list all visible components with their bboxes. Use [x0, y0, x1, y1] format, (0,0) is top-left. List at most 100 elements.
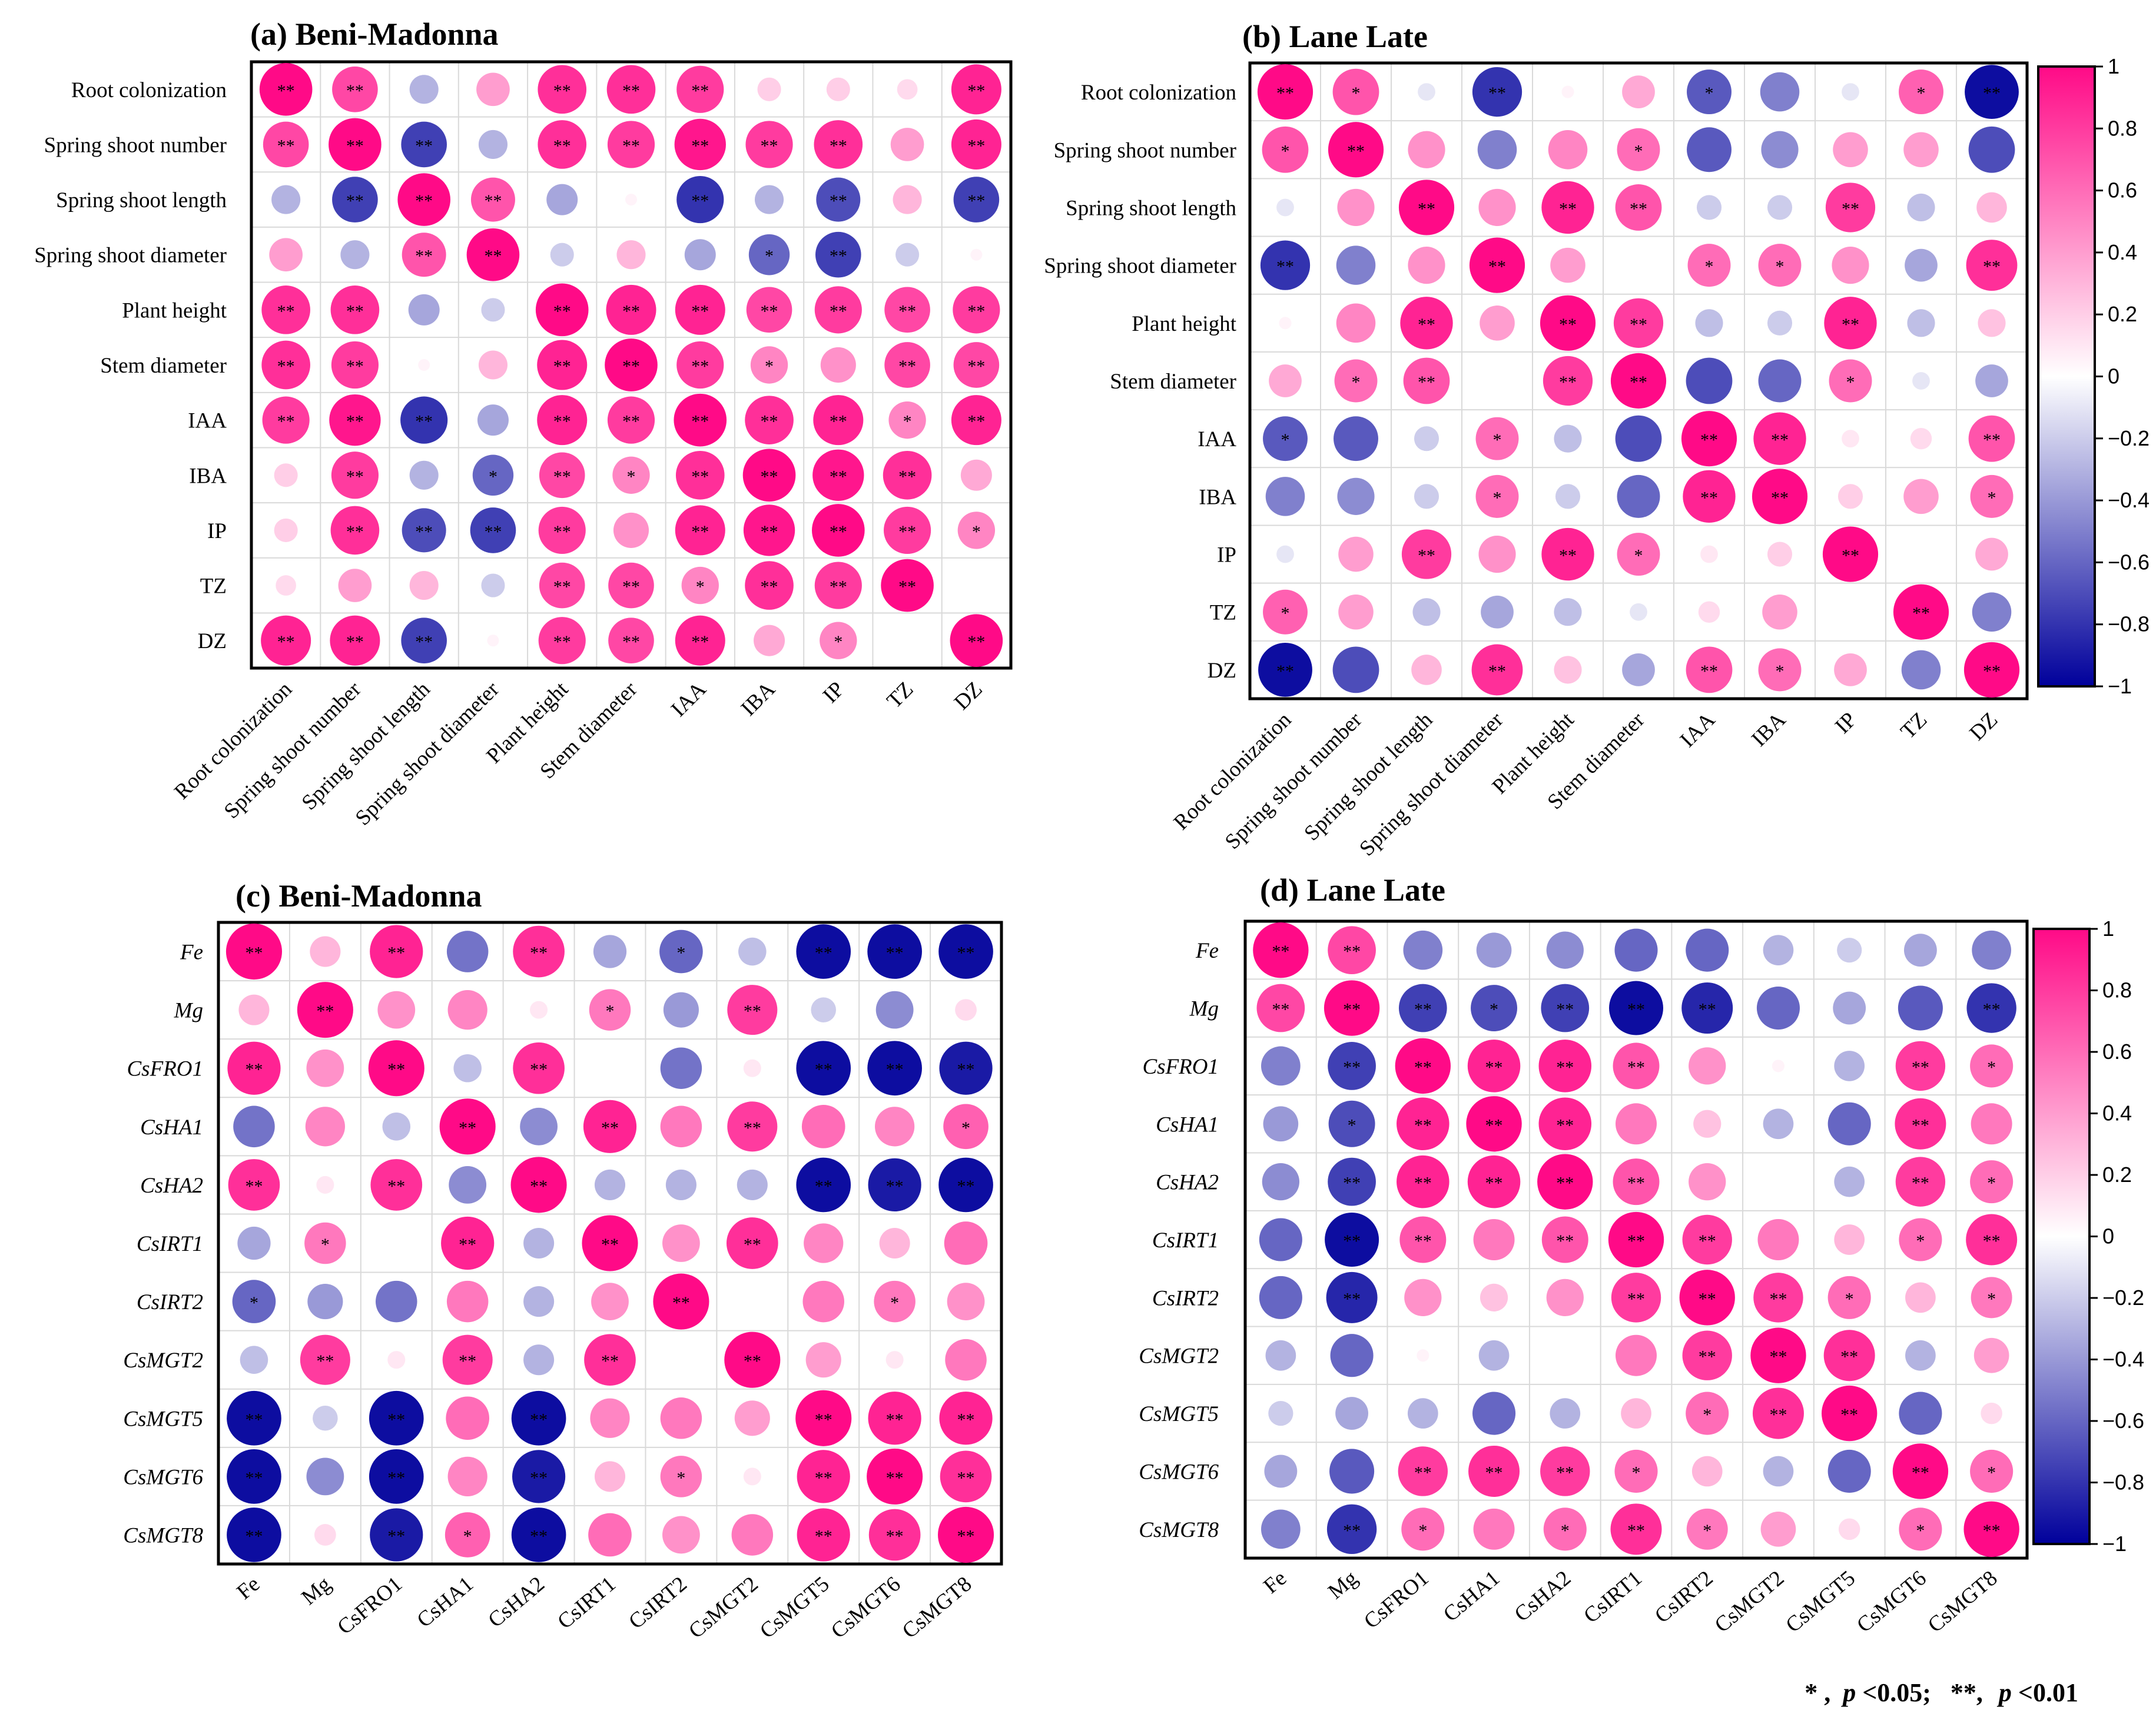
panel-a-significance-mark: ** — [553, 577, 571, 597]
panel-d-row-label: CsIRT2 — [1152, 1286, 1219, 1310]
panel-b-cell-tz-dz — [1972, 592, 2012, 632]
panel-c-significance-mark: ** — [530, 1177, 548, 1196]
panel-b-significance-mark: ** — [1912, 604, 1930, 623]
panel-d-significance-mark: * — [1845, 1289, 1854, 1309]
panel-c-significance-mark: ** — [601, 1235, 619, 1254]
panel-d-cell-csha1-csirt1 — [1616, 1103, 1657, 1145]
panel-c-cell-csha2-fe — [228, 1159, 280, 1211]
panel-c-significance-mark: ** — [530, 1410, 548, 1429]
panel-a-significance-mark: * — [903, 412, 912, 431]
panel-d-cell-csmgt6-csha2 — [1540, 1446, 1590, 1496]
panel-a-significance-mark: ** — [553, 81, 571, 101]
panel-a-cell-iaa-spring-shoot-number — [329, 394, 381, 446]
panel-d-cell-csmgt5-csfro1 — [1407, 1398, 1438, 1429]
panel-c-cell-mg-csha2 — [530, 1001, 548, 1019]
panel-a-cell-iba-iaa — [675, 450, 725, 500]
panel-a-cell-root-colonization-ip — [826, 77, 850, 101]
panel-a-cell-spring-shoot-length-tz — [893, 185, 922, 214]
panel-c-cell-csfro1-csmgt6 — [867, 1041, 922, 1096]
panel-c-significance-mark: ** — [601, 1118, 619, 1138]
panel-a-significance-mark: ** — [415, 412, 433, 431]
panel-b-cell-iba-iba — [1752, 469, 1808, 524]
panel-d-cell-csha1-csmgt8 — [1971, 1103, 2012, 1145]
panel-b-cell-ip-spring-shoot-number — [1338, 536, 1374, 572]
panel-d-cell-csmgt8-csfro1 — [1401, 1507, 1445, 1551]
panel-c-row-label: CsIRT1 — [137, 1232, 203, 1256]
panel-a-cell-ip-spring-shoot-length — [402, 508, 446, 553]
panel-c-cell-fe-csmgt2 — [738, 937, 767, 966]
panel-b-cell-tz-spring-shoot-number — [1338, 594, 1374, 630]
panel-a-cell-ip-spring-shoot-diameter — [470, 507, 516, 553]
panel-a-row-label: Plant height — [122, 298, 227, 323]
panel-a-cell-iaa-spring-shoot-length — [400, 396, 448, 444]
panel-b-cell-root-colonization-spring-shoot-number — [1332, 68, 1379, 115]
panel-a-significance-mark: ** — [277, 357, 295, 376]
panel-c-cell-mg-csmgt6 — [875, 991, 914, 1029]
panel-c-cell-csha2-csmgt8 — [938, 1157, 993, 1213]
panel-d-significance-mark: ** — [1343, 1231, 1361, 1251]
panel-d-significance-mark: ** — [1485, 1174, 1503, 1193]
panel-a-cell-spring-shoot-length-iaa — [676, 176, 724, 224]
panel-b-cell-stem-diameter-ip — [1829, 359, 1872, 403]
panel-a-significance-mark: ** — [830, 577, 847, 597]
panel-b-cell-plant-height-stem-diameter — [1613, 298, 1664, 348]
panel-b-cell-iba-spring-shoot-number — [1337, 477, 1375, 515]
panel-c-cell-csmgt5-mg — [313, 1406, 338, 1431]
panel-d-significance-mark: ** — [1840, 1405, 1858, 1424]
panel-b-cell-spring-shoot-length-iaa — [1696, 195, 1722, 220]
panel-a-cell-spring-shoot-number-dz — [951, 119, 1001, 170]
panel-d-cell-csmgt5-csirt1 — [1621, 1398, 1651, 1429]
panel-d-significance-mark: ** — [1556, 1231, 1574, 1251]
panel-a-cell-stem-diameter-spring-shoot-length — [418, 358, 430, 371]
panel-a-cell-stem-diameter-iba — [750, 346, 788, 384]
panel-c-significance-mark: ** — [886, 1060, 904, 1080]
panel-a-cell-stem-diameter-root-colonization — [261, 340, 310, 390]
panel-a-cell-spring-shoot-number-root-colonization — [263, 121, 309, 168]
panel-d-cell-csmgt5-csirt2 — [1686, 1392, 1729, 1435]
panel-c-significance-mark: ** — [530, 944, 548, 963]
panel-b-cell-spring-shoot-number-spring-shoot-diameter — [1477, 129, 1517, 170]
panel-c-significance-mark: * — [321, 1235, 330, 1254]
panel-a-cell-ip-dz — [957, 512, 996, 549]
panel-b-cell-iaa-spring-shoot-length — [1414, 426, 1439, 451]
significance-footnote: * , p <0.05; **, p <0.01 — [1805, 1678, 2078, 1707]
panel-a-cell-spring-shoot-number-stem-diameter — [607, 121, 655, 168]
panel-a-row-label: Spring shoot diameter — [34, 244, 227, 268]
panel-c-cell-csmgt6-csha1 — [447, 1456, 487, 1496]
panel-d-cell-fe-csmgt6 — [1903, 934, 1937, 967]
panel-b-cell-iaa-spring-shoot-diameter — [1475, 417, 1519, 460]
panel-d-significance-mark: ** — [1983, 1231, 2001, 1251]
panel-a-cell-ip-tz — [884, 506, 931, 554]
panel-c-significance-mark: ** — [245, 1468, 263, 1487]
panel-d-col-label: CsHA1 — [1439, 1566, 1504, 1626]
panel-b-cell-spring-shoot-number-spring-shoot-number — [1328, 122, 1384, 178]
panel-c-cell-csmgt8-csmgt6 — [868, 1509, 921, 1561]
panel-a-significance-mark: ** — [967, 357, 985, 376]
panel-b-cell-root-colonization-iba — [1760, 72, 1800, 112]
panel-b-col-label: DZ — [1965, 708, 2002, 745]
panel-d-cell-csfro1-csmgt6 — [1895, 1041, 1946, 1091]
panel-b-significance-mark: * — [1281, 141, 1290, 161]
panel-a-cell-spring-shoot-diameter-iba — [748, 234, 790, 275]
panel-a-significance-mark: ** — [830, 522, 847, 542]
panel-a-significance-mark: ** — [277, 136, 295, 155]
panel-c-cell-csirt1-csirt1 — [582, 1215, 638, 1271]
panel-c-cell-mg-csha1 — [447, 990, 487, 1030]
panel-c-cell-mg-csmgt5 — [811, 997, 836, 1022]
panel-a-row-label: IAA — [188, 409, 227, 433]
panel-a-cell-iba-iba — [742, 449, 796, 502]
panel-a-cell-stem-diameter-plant-height — [537, 340, 588, 390]
panel-c-cell-csmgt2-csha1 — [442, 1334, 493, 1385]
panel-b-cell-stem-diameter-spring-shoot-number — [1334, 359, 1378, 403]
panel-d-significance-mark: ** — [1912, 1174, 1929, 1193]
panel-d-significance-mark: ** — [1627, 1058, 1645, 1077]
panel-b-cell-spring-shoot-number-tz — [1903, 132, 1939, 168]
panel-a-cell-spring-shoot-number-plant-height — [538, 120, 587, 169]
panel-b-cell-spring-shoot-number-root-colonization — [1262, 126, 1309, 173]
panel-c-significance-mark: ** — [815, 1526, 832, 1546]
panel-c-cell-mg-csirt2 — [663, 992, 699, 1028]
panel-d-cell-csmgt6-csmgt6 — [1892, 1443, 1949, 1499]
panel-b-cell-spring-shoot-diameter-ip — [1832, 247, 1869, 284]
colorbar-bottom-tick-label: −1 — [2102, 1532, 2127, 1556]
panel-b-cell-ip-spring-shoot-diameter — [1478, 535, 1516, 573]
